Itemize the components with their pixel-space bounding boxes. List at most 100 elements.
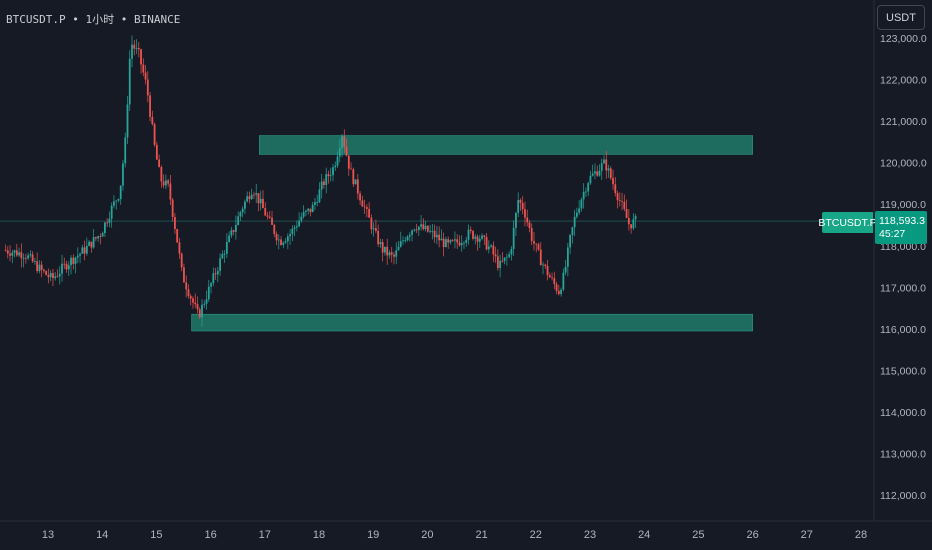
candle bbox=[316, 194, 319, 207]
symbol-title: BTCUSDT.P • 1小时 • BINANCE bbox=[6, 13, 181, 26]
candle bbox=[560, 287, 562, 297]
candle bbox=[196, 296, 199, 314]
candle bbox=[594, 163, 596, 180]
candle bbox=[171, 197, 174, 222]
candle bbox=[456, 234, 459, 249]
candle bbox=[356, 174, 359, 200]
candle bbox=[300, 212, 303, 223]
candle bbox=[54, 272, 57, 281]
candle bbox=[311, 201, 314, 213]
candle bbox=[463, 240, 465, 250]
candle bbox=[474, 234, 477, 245]
last-price-symbol-tag: BTCUSDT.P bbox=[818, 212, 877, 233]
candle bbox=[4, 244, 7, 252]
candle bbox=[43, 268, 45, 274]
candle bbox=[354, 179, 357, 185]
candle bbox=[573, 209, 576, 237]
candle bbox=[528, 219, 531, 233]
candle bbox=[289, 229, 291, 245]
candle bbox=[203, 300, 206, 308]
price-axis-label: 113,000.0 bbox=[880, 449, 926, 461]
bar-countdown: 45:27 bbox=[879, 227, 906, 240]
candle bbox=[293, 225, 296, 237]
candle bbox=[465, 236, 468, 247]
candle bbox=[131, 35, 133, 68]
candle bbox=[207, 279, 210, 302]
candle bbox=[189, 293, 192, 306]
candle bbox=[447, 236, 450, 249]
candle bbox=[451, 238, 454, 242]
price-axis-label: 114,000.0 bbox=[880, 407, 926, 419]
candle bbox=[180, 252, 183, 272]
price-axis-label: 122,000.0 bbox=[880, 75, 927, 87]
candle bbox=[183, 263, 185, 283]
candle bbox=[244, 199, 246, 215]
candle bbox=[70, 255, 72, 275]
candle bbox=[108, 211, 111, 228]
candle bbox=[192, 296, 194, 309]
candle bbox=[329, 167, 332, 182]
time-axis[interactable]: 13 14 15 16 17 18 19 20 21 22 23 24 25 26 27 28 bbox=[42, 529, 867, 541]
candle bbox=[20, 243, 23, 268]
candle bbox=[438, 226, 441, 248]
candle bbox=[286, 233, 289, 250]
last-price-value: 118,593.3 bbox=[879, 214, 925, 227]
candle bbox=[449, 239, 452, 245]
candle bbox=[239, 210, 242, 221]
candle bbox=[472, 229, 474, 241]
candle bbox=[612, 169, 614, 191]
candle bbox=[435, 226, 438, 245]
candle bbox=[537, 242, 540, 251]
price-axis-label: 121,000.0 bbox=[880, 116, 927, 128]
candle bbox=[607, 164, 610, 178]
candle bbox=[625, 199, 628, 219]
time-axis-label: 28 bbox=[855, 529, 867, 541]
candle bbox=[415, 223, 418, 234]
candle bbox=[205, 290, 208, 310]
candle bbox=[232, 229, 235, 236]
candle bbox=[390, 246, 393, 263]
candle bbox=[530, 223, 533, 245]
price-axis-label: 112,000.0 bbox=[880, 490, 926, 502]
candle bbox=[386, 238, 389, 265]
candle bbox=[496, 249, 499, 271]
candle bbox=[295, 220, 298, 232]
candle bbox=[535, 243, 538, 253]
candle bbox=[336, 151, 339, 168]
time-axis-label: 22 bbox=[530, 529, 542, 541]
candle bbox=[388, 250, 391, 259]
resistance-zone[interactable] bbox=[258, 135, 754, 155]
price-axis-label: 123,000.0 bbox=[880, 33, 927, 45]
price-axis[interactable]: 118,000.0123,000.0122,000.0121,000.0120,… bbox=[880, 33, 927, 502]
candle bbox=[557, 284, 560, 296]
candle bbox=[345, 138, 348, 157]
candle bbox=[397, 240, 400, 251]
candle bbox=[365, 204, 368, 218]
currency-button[interactable]: USDT bbox=[877, 5, 925, 30]
candle bbox=[578, 200, 581, 215]
candle bbox=[422, 218, 425, 231]
candle bbox=[45, 270, 48, 276]
candle bbox=[424, 220, 427, 232]
support-zone[interactable] bbox=[191, 313, 753, 332]
candle bbox=[476, 234, 479, 251]
candle bbox=[320, 173, 323, 199]
candle bbox=[589, 170, 592, 185]
candle bbox=[343, 129, 346, 153]
candle bbox=[521, 196, 524, 215]
candle bbox=[273, 223, 276, 238]
candle bbox=[616, 190, 619, 209]
candle bbox=[187, 284, 190, 299]
time-axis-label: 24 bbox=[638, 529, 650, 541]
candle bbox=[142, 58, 145, 77]
price-axis-label: 116,000.0 bbox=[880, 324, 926, 336]
candle bbox=[598, 164, 601, 177]
candle bbox=[106, 218, 109, 227]
candle bbox=[291, 225, 294, 242]
candle bbox=[167, 178, 170, 187]
candle bbox=[246, 191, 249, 203]
candle bbox=[241, 206, 244, 218]
candle bbox=[262, 190, 264, 209]
